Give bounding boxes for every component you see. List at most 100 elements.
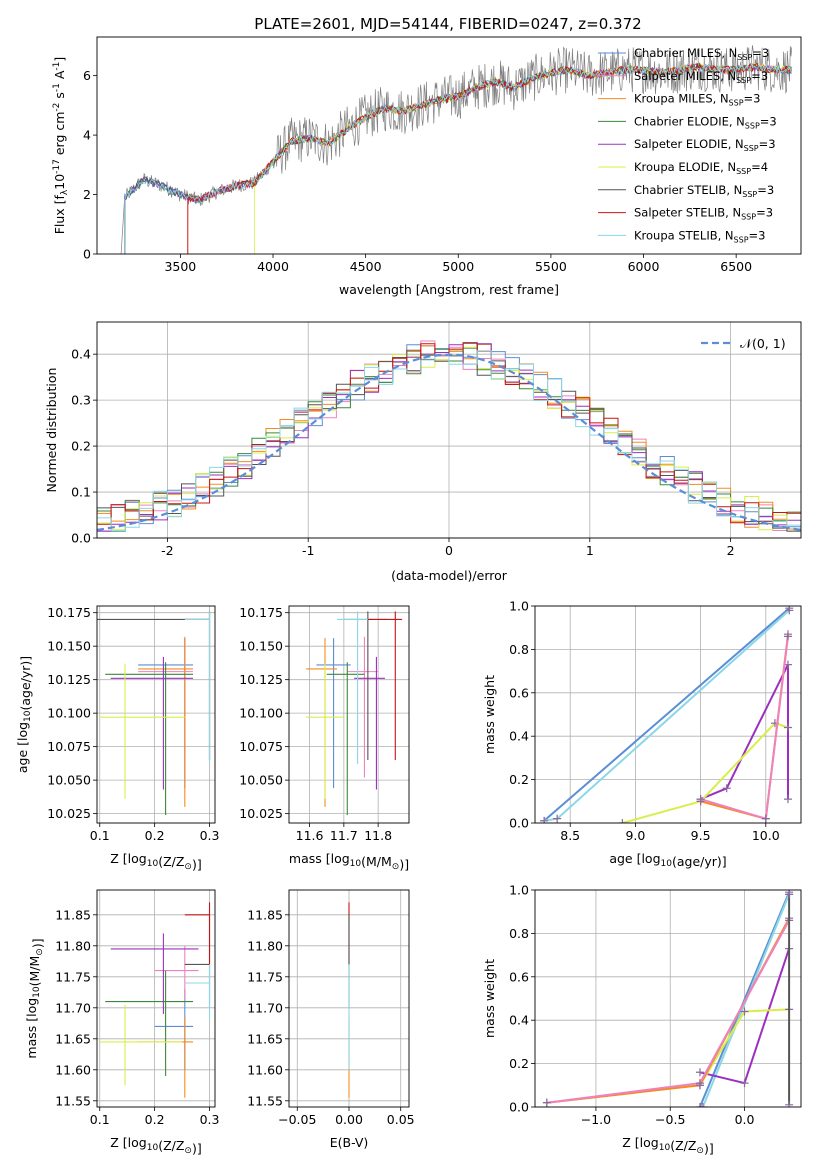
y-axis-label: mass weight: [482, 959, 497, 1038]
x-tick-label: 9.5: [691, 828, 711, 843]
line-salpeter_elodie: [700, 664, 789, 801]
x-axis-label: Z [log10(Z/Z⊙)]: [110, 1135, 201, 1156]
y-tick-label: 0.2: [509, 772, 529, 787]
line-kroupa_elodie: [622, 722, 789, 823]
y-tick-label: 0.4: [71, 347, 91, 362]
legend-entry: Kroupa STELIB, NSSP=3: [634, 228, 765, 244]
legend-entry: Salpeter STELIB, NSSP=3: [634, 206, 773, 222]
y-tick-label: 11.85: [247, 907, 283, 922]
y-tick-label: 11.55: [55, 1093, 91, 1108]
line-chabrier_miles: [698, 891, 791, 1107]
y-tick-label: 11.70: [55, 1000, 91, 1015]
y-tick-label: 0.0: [509, 1100, 529, 1115]
y-tick-label: 11.80: [55, 938, 91, 953]
y-tick-label: 11.75: [55, 969, 91, 984]
y-tick-label: 11.75: [247, 969, 283, 984]
legend-entry: Kroupa MILES, NSSP=3: [634, 92, 760, 108]
y-tick-label: 0: [83, 247, 91, 262]
chart-age-vs-metallicity: 0.1 0.2 0.3 10.025 10.050 10.075 10.100 10.125 1…: [15, 605, 219, 872]
x-tick-label: 0.2: [145, 828, 165, 843]
figure-title: PLATE=2601, MJD=54144, FIBERID=0247, z=0…: [254, 15, 641, 33]
chart-mass-weight-vs-metallicity: −1.0 −0.5 0.0 0.0 0.2 0.4 0.6 0.8 1.0 Z [log10(Z/…: [482, 883, 802, 1156]
y-axis-label: age [log10(age/yr)]: [15, 656, 33, 773]
marker-kroupa_elodie: [783, 723, 792, 732]
marker-salpeter_miles: [783, 632, 792, 641]
legend-entry: Salpeter ELODIE, NSSP=3: [634, 137, 776, 153]
y-tick-label: 2: [83, 187, 91, 202]
y-tick-label: 1.0: [509, 599, 529, 614]
histogram-bars: [97, 340, 801, 538]
x-axis-label: Z [log10(Z/Z⊙)]: [110, 851, 201, 872]
y-tick-label: 0.4: [509, 1013, 529, 1028]
line-chabrier_miles: [543, 607, 790, 822]
y-tick-label: 10.100: [239, 706, 283, 721]
error-bars: [99, 902, 211, 1098]
y-tick-label: 10.075: [239, 739, 283, 754]
y-tick-label: 6: [83, 68, 91, 83]
y-tick-label: 11.60: [55, 1062, 91, 1077]
y-tick-label: 0.0: [71, 531, 91, 546]
legend-entry: Chabrier STELIB, NSSP=3: [634, 183, 774, 199]
marker-chabrier_miles: [695, 1103, 704, 1107]
axes-frame: [96, 889, 216, 1108]
y-tick-label: 0.3: [71, 393, 91, 408]
axes-frame: [288, 605, 410, 824]
marker-salpeter_miles: [761, 814, 770, 823]
error-bars: [97, 611, 211, 815]
x-axis-label: (data-model)/error: [391, 568, 508, 583]
x-axis-label: E(B-V): [330, 1135, 369, 1150]
y-tick-label: 10.150: [47, 639, 91, 654]
y-tick-label: 11.70: [247, 1000, 283, 1015]
x-tick-label: -2: [161, 543, 173, 558]
x-axis-label: wavelength [Angstrom, rest frame]: [339, 282, 559, 297]
x-axis-label: Z [log10(Z/Z⊙)]: [622, 1135, 713, 1156]
y-axis-label: Normed distribution: [44, 368, 59, 493]
y-tick-label: 10.075: [47, 739, 91, 754]
x-tick-label: 11.7: [330, 828, 358, 843]
x-tick-label: 0.1: [90, 1112, 110, 1127]
x-tick-label: 11.8: [364, 828, 392, 843]
marker-salpeter_elodie: [783, 795, 792, 804]
line-salpeter_miles: [700, 636, 789, 820]
marker-kroupa_stelib: [540, 816, 549, 823]
marker-salpeter_miles: [696, 795, 705, 804]
y-tick-label: 11.55: [247, 1093, 283, 1108]
y-tick-label: 0.6: [509, 969, 529, 984]
y-tick-label: 0.1: [71, 485, 91, 500]
x-tick-label: 5500: [535, 259, 567, 274]
y-tick-label: 11.65: [55, 1031, 91, 1046]
x-axis-label: mass [log10(M/M⊙)]: [289, 851, 409, 872]
y-tick-label: 0.4: [509, 729, 529, 744]
normal-curve: [97, 353, 801, 531]
y-tick-label: 11.85: [55, 907, 91, 922]
marker-salpeter_miles: [695, 1079, 704, 1088]
y-tick-label: 11.60: [247, 1062, 283, 1077]
marker-chabrier_stelib: [785, 890, 794, 899]
axes-frame: [534, 605, 802, 824]
y-tick-label: 11.80: [247, 938, 283, 953]
marker-salpeter_elodie: [695, 1068, 704, 1077]
x-tick-label: 0: [445, 543, 453, 558]
marker-salpeter_miles: [542, 1098, 551, 1107]
marker-salpeter_elodie: [740, 1079, 749, 1088]
x-tick-label: 11.6: [296, 828, 324, 843]
x-tick-label: 0.1: [90, 828, 110, 843]
axes-frame: [534, 889, 802, 1108]
y-tick-label: 10.025: [239, 806, 283, 821]
axes-frame: [288, 889, 410, 1108]
y-axis-label: mass weight: [482, 675, 497, 754]
y-tick-label: 10.025: [47, 806, 91, 821]
error-bars: [306, 611, 403, 815]
x-tick-label: 9.0: [625, 828, 645, 843]
chart-residual-histogram: -2 -1 0 1 2 0.0 0.1 0.2 0.3 0.4 (data-model)/error…: [44, 321, 802, 583]
y-tick-label: 1.0: [509, 883, 529, 898]
legend-entry: 𝒩(0, 1): [740, 336, 786, 351]
y-tick-label: 10.100: [47, 706, 91, 721]
x-tick-label: 0.2: [145, 1112, 165, 1127]
weight-lines: [540, 606, 794, 823]
y-tick-label: 10.150: [239, 639, 283, 654]
x-tick-label: 4500: [350, 259, 382, 274]
y-tick-label: 0.0: [509, 816, 529, 831]
marker-kroupa_stelib: [698, 1103, 707, 1107]
